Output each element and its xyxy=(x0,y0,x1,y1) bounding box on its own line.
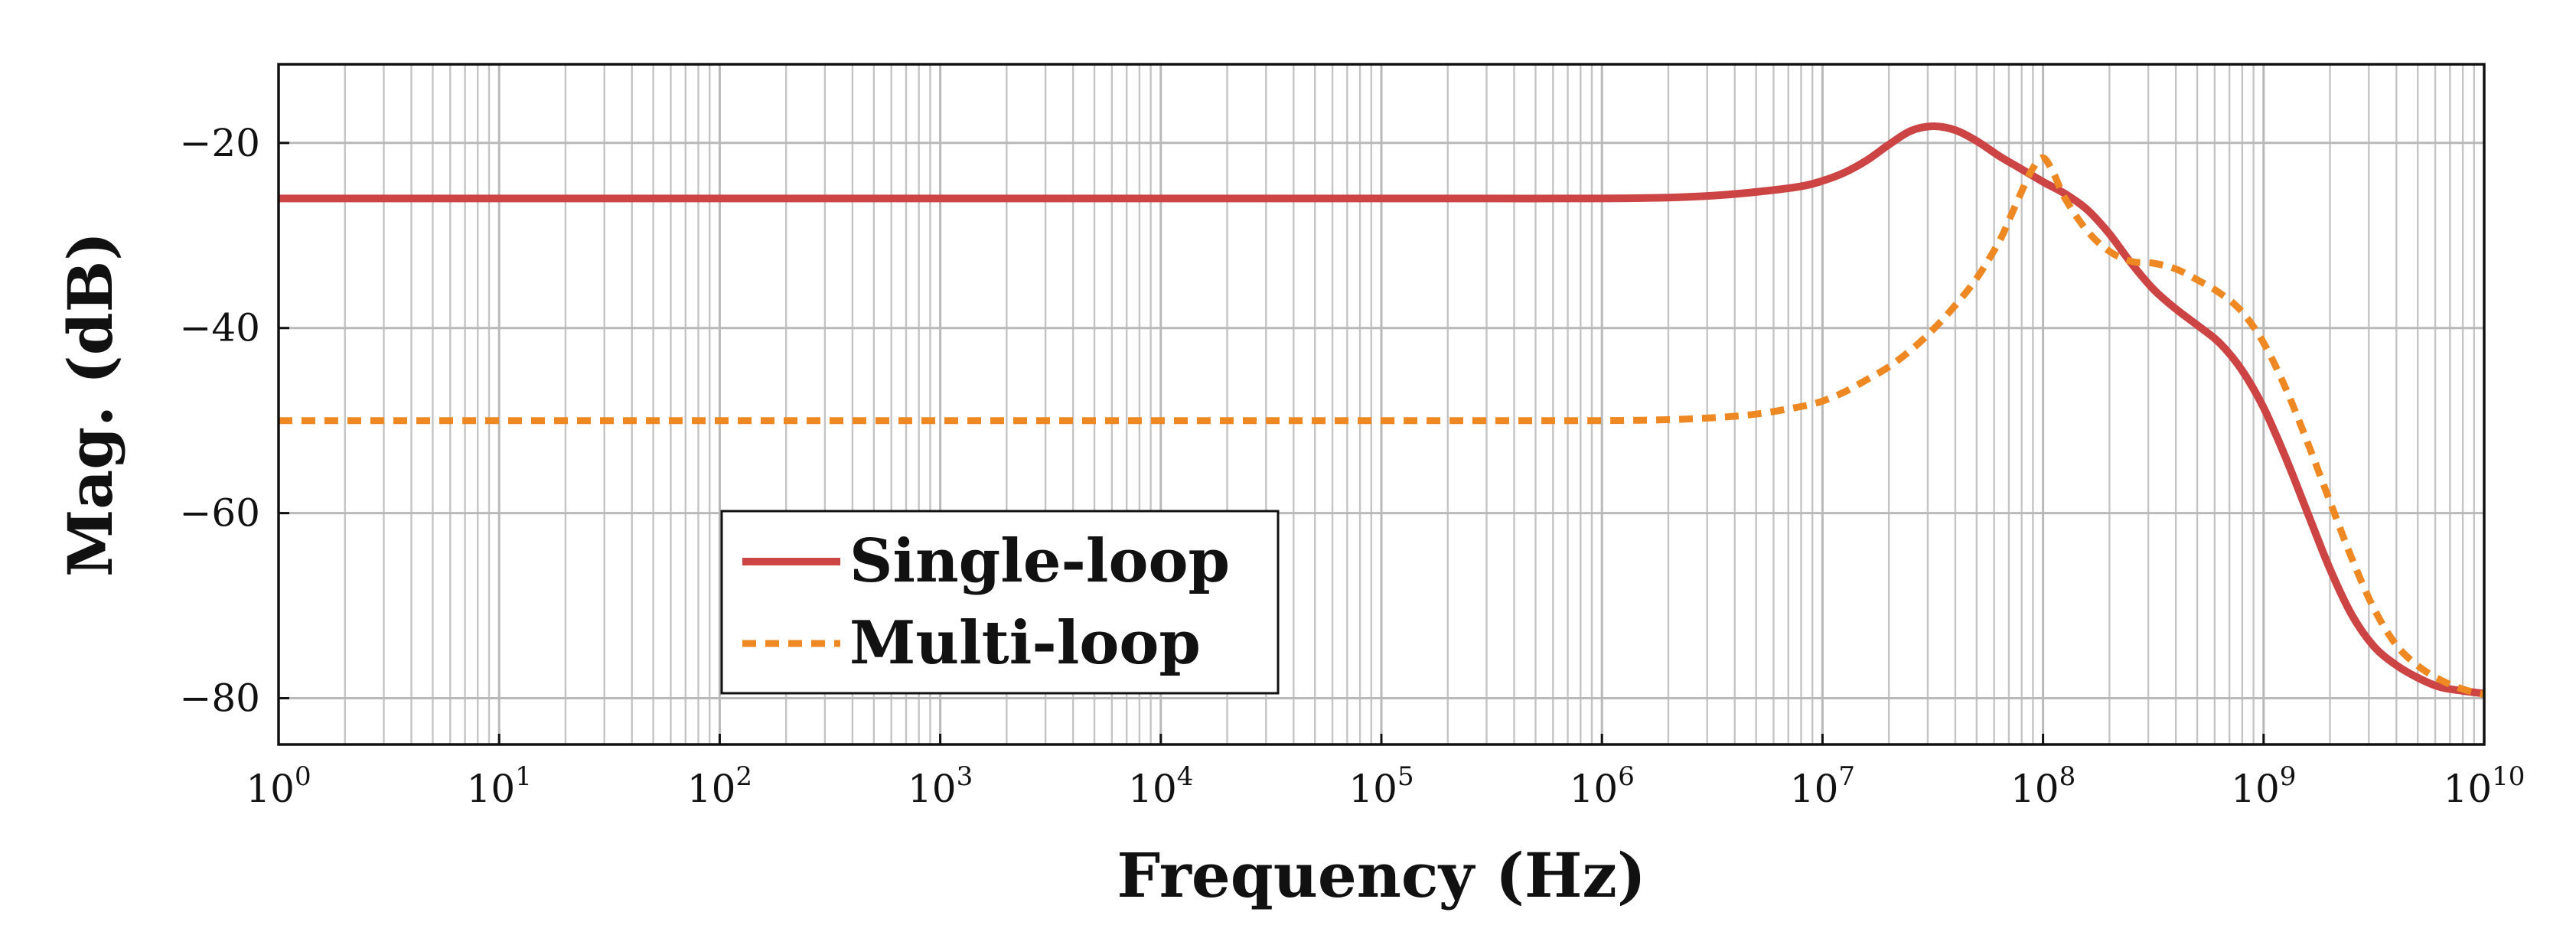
x-tick-label: 1010 xyxy=(2444,761,2525,811)
x-tick-base: 10 xyxy=(2444,767,2493,811)
x-tick-exponent: 2 xyxy=(735,761,752,792)
x-axis-title: Frequency (Hz) xyxy=(1117,839,1645,911)
x-tick-exponent: 5 xyxy=(1397,761,1414,792)
legend-label-multi-loop: Multi-loop xyxy=(849,608,1201,678)
x-tick-label: 102 xyxy=(687,761,752,811)
y-tick-label: −20 xyxy=(179,121,260,165)
legend: Single-loop Multi-loop xyxy=(720,510,1280,695)
x-tick-label: 107 xyxy=(1790,761,1855,811)
x-tick-base: 10 xyxy=(1128,767,1177,811)
plot-series xyxy=(279,122,2484,699)
x-tick-label: 104 xyxy=(1128,761,1193,811)
x-tick-base: 10 xyxy=(687,767,736,811)
axis-ticks: 100 101 102 103 104 105 106 107 108 109 1010−20−40… xyxy=(179,121,2525,811)
series-line-single-loop xyxy=(279,122,2484,698)
x-tick-label: 109 xyxy=(2231,761,2296,811)
x-tick-base: 10 xyxy=(2231,767,2280,811)
legend-label-single-loop: Single-loop xyxy=(849,526,1230,596)
x-tick-exponent: 6 xyxy=(1618,761,1635,792)
y-tick-label: −60 xyxy=(179,491,260,536)
x-tick-exponent: 7 xyxy=(1838,761,1855,792)
x-tick-base: 10 xyxy=(467,767,516,811)
x-tick-base: 10 xyxy=(908,767,957,811)
x-tick-label: 101 xyxy=(467,761,532,811)
x-tick-exponent: 10 xyxy=(2492,761,2525,792)
x-tick-exponent: 8 xyxy=(2059,761,2076,792)
x-tick-base: 10 xyxy=(1570,767,1619,811)
x-tick-exponent: 0 xyxy=(295,761,311,792)
series-line-multi-loop xyxy=(279,154,2484,699)
y-tick-label: −40 xyxy=(179,306,260,350)
legend-box xyxy=(720,510,1280,695)
x-tick-label: 100 xyxy=(246,761,311,811)
x-tick-label: 105 xyxy=(1348,761,1414,811)
x-tick-label: 108 xyxy=(2010,761,2075,811)
x-tick-base: 10 xyxy=(1790,767,1839,811)
x-tick-label: 103 xyxy=(908,761,973,811)
x-tick-label: 106 xyxy=(1570,761,1635,811)
x-tick-base: 10 xyxy=(2010,767,2059,811)
y-tick-label: −80 xyxy=(179,676,260,721)
y-axis-title: Mag. (dB) xyxy=(54,232,126,577)
x-tick-base: 10 xyxy=(1348,767,1397,811)
x-tick-exponent: 4 xyxy=(1177,761,1194,792)
x-tick-exponent: 1 xyxy=(515,761,532,792)
x-tick-base: 10 xyxy=(246,767,295,811)
x-tick-exponent: 3 xyxy=(957,761,973,792)
x-tick-exponent: 9 xyxy=(2280,761,2297,792)
